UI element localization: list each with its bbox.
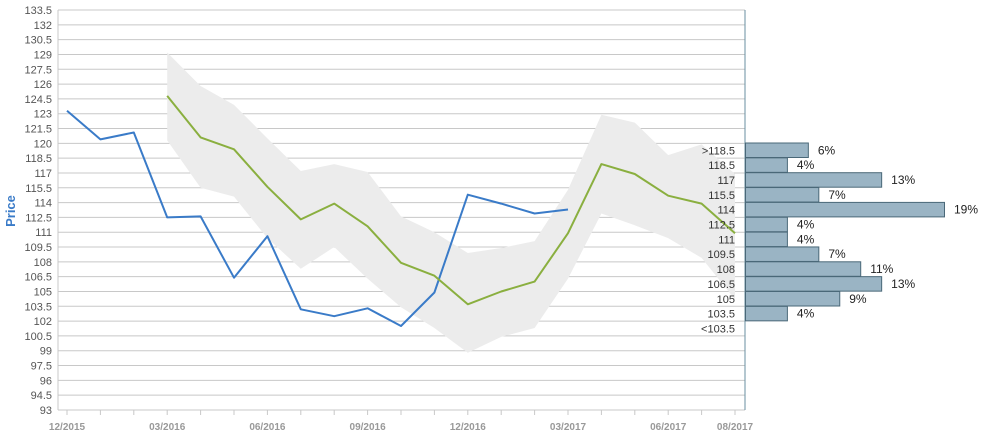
y-tick-label: 112.5 (25, 212, 52, 224)
histogram-percent: 13% (891, 277, 915, 291)
histogram-bar (745, 201, 945, 218)
histogram-percent: 4% (797, 307, 815, 321)
histogram-bin-label: 111 (718, 234, 735, 246)
y-tick-label: 129 (34, 49, 52, 61)
y-tick-label: 117 (34, 168, 52, 180)
histogram-bar (745, 291, 841, 307)
y-tick-label: 111 (35, 227, 52, 239)
histogram-percent: 4% (797, 218, 815, 232)
series-line-forecast (166, 95, 736, 306)
histogram-bin-label: 117 (717, 175, 735, 187)
y-tick-label: 108 (34, 257, 52, 269)
x-tick-label: 12/2015 (49, 422, 86, 433)
y-tick-label: 133.5 (24, 5, 52, 17)
y-tick-label: 102 (34, 316, 52, 328)
y-axis-label: Price (3, 195, 18, 227)
y-tick-label: 120 (34, 138, 52, 150)
x-tick-label: 09/2016 (350, 422, 387, 433)
y-tick-label: 123 (34, 109, 52, 121)
series-line-actual (66, 109, 569, 327)
y-tick-label: 105 (34, 286, 52, 298)
y-tick-label: 99 (40, 346, 52, 358)
x-tick-label: 06/2017 (650, 422, 687, 433)
y-tick-label: 132 (34, 20, 52, 32)
histogram-percent: 13% (891, 173, 915, 187)
histogram-bin-label: 115.5 (708, 190, 735, 202)
histogram-bar (745, 246, 820, 262)
histogram-bar (745, 216, 788, 233)
histogram-bin-label: 118.5 (708, 160, 735, 172)
x-tick-label: 03/2016 (149, 422, 186, 433)
y-tick-label: 94.5 (31, 390, 52, 402)
histogram-percent: 4% (797, 232, 815, 246)
y-tick-label: 93 (40, 405, 52, 417)
x-tick-label: 12/2016 (450, 422, 487, 433)
y-tick-label: 106.5 (24, 272, 52, 284)
histogram-bar (745, 187, 820, 203)
histogram-bin-label: >118.5 (702, 145, 735, 157)
x-tick-label: 08/2017 (717, 422, 754, 433)
histogram-percent: 4% (797, 158, 815, 172)
histogram-bar (745, 231, 788, 248)
y-tick-label: 126 (34, 79, 52, 91)
histogram-bin-label: 105 (717, 294, 735, 306)
y-axis-ticks: 93 94.5 96 97.5 99 100.5 102 103.5 105 106.5 108 10… (24, 5, 52, 417)
histogram-bar (745, 276, 883, 292)
x-tick-label: 06/2016 (249, 422, 286, 433)
histogram-bar (745, 157, 788, 173)
y-tick-label: 96 (40, 375, 52, 387)
y-tick-label: 118.5 (25, 153, 52, 165)
y-tick-label: 121.5 (24, 124, 52, 136)
histogram-bar (745, 305, 788, 322)
histogram-percent: 7% (828, 188, 846, 202)
y-tick-label: 115.5 (25, 183, 52, 195)
histogram-bin-label: 109.5 (707, 249, 735, 261)
histogram-bin-label: 114 (717, 205, 735, 217)
histogram-bin-label: 106.5 (707, 279, 735, 291)
histogram-bin-label: 103.5 (707, 309, 735, 321)
y-tick-label: 114 (34, 198, 52, 210)
x-tick-label: 03/2017 (550, 422, 587, 433)
y-tick-label: 124.5 (24, 94, 52, 106)
histogram-percent: 11% (870, 262, 893, 276)
histogram-bin-label: <103.5 (701, 323, 735, 335)
histogram-bar (745, 261, 862, 277)
histogram-percent: 6% (818, 143, 836, 157)
forecast-band (167, 52, 735, 353)
histogram-bin-label: 112.5 (708, 220, 735, 232)
y-tick-label: 100.5 (24, 331, 52, 343)
histogram-bar (745, 172, 883, 188)
forecast-band-area (167, 52, 735, 353)
histogram-percent: 9% (849, 292, 867, 306)
y-tick-label: 97.5 (31, 361, 52, 373)
x-axis-ticks: 12/2015 03/2016 06/2016 09/2016 12/2016 03/20… (49, 410, 754, 433)
histogram: 6% >118.5 4% 118.5 13% 117 7% 115.5 19% 114 4% 112.… (701, 142, 978, 335)
histogram-percent: 7% (828, 247, 846, 261)
series-lines (66, 95, 736, 327)
y-tick-label: 103.5 (24, 301, 52, 313)
y-tick-label: 127.5 (24, 64, 52, 76)
y-tick-label: 109.5 (24, 242, 52, 254)
histogram-bar (745, 142, 809, 158)
histogram-bin-label: 108 (717, 264, 735, 276)
y-tick-label: 130.5 (24, 35, 52, 47)
histogram-percent: 19% (954, 203, 978, 217)
